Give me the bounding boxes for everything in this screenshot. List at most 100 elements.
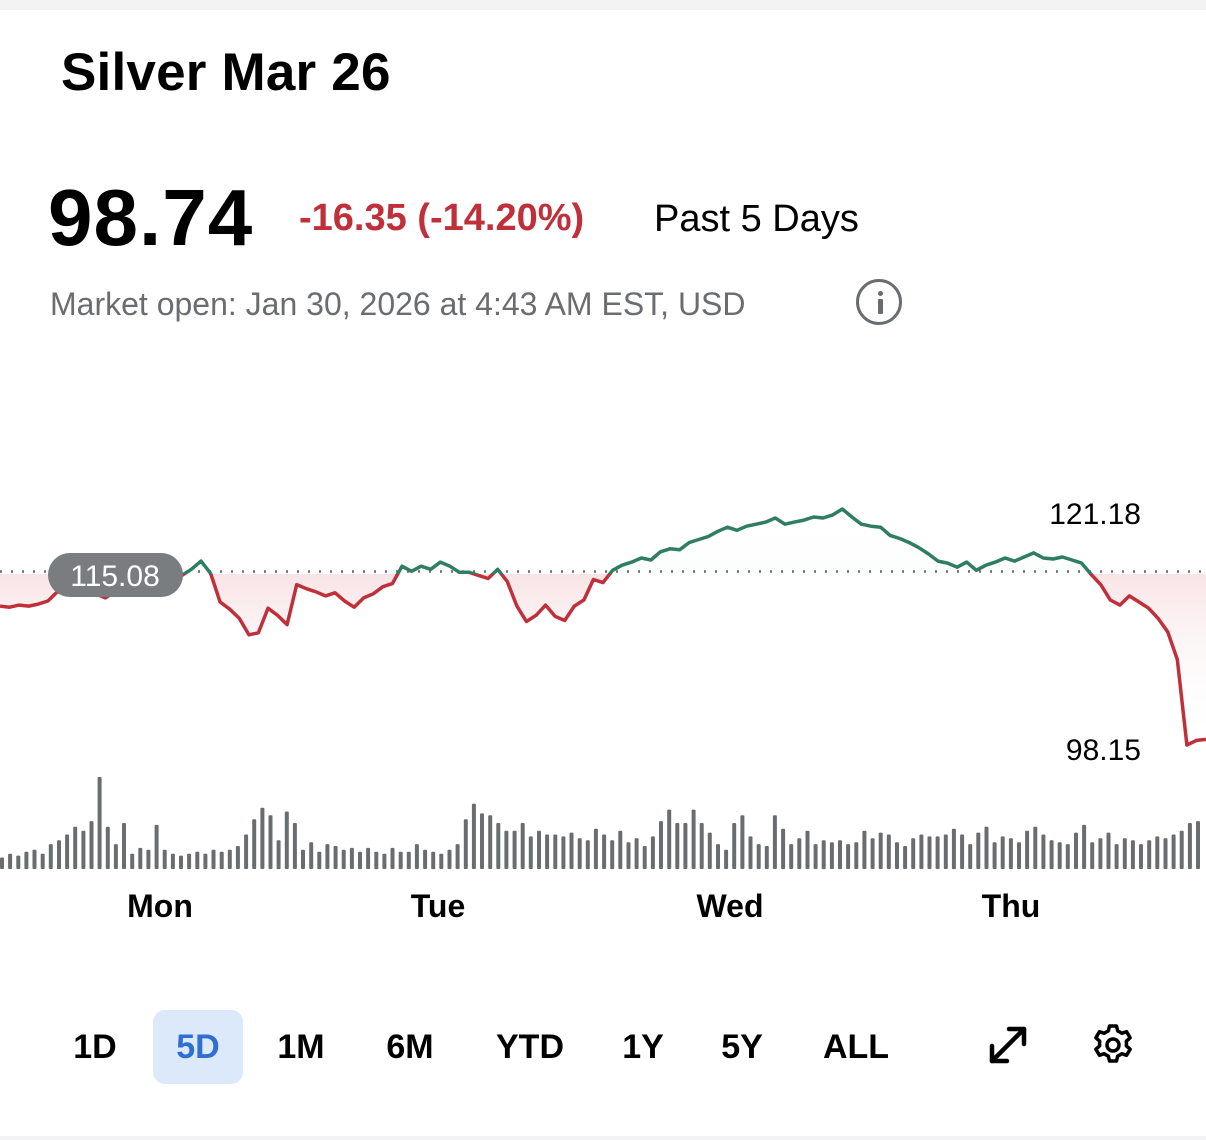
range-1m-button[interactable]: 1M — [277, 1028, 325, 1066]
volume-bar — [48, 844, 53, 869]
volume-bar — [634, 838, 639, 869]
volume-bar — [341, 849, 346, 869]
volume-bar — [358, 851, 362, 870]
volume-bar — [1074, 832, 1078, 869]
volume-bar — [1122, 838, 1127, 869]
volume-bar — [113, 844, 118, 869]
volume-bar — [1147, 840, 1152, 870]
volume-bar — [943, 834, 948, 869]
volume-bar — [349, 847, 354, 869]
volume-bar — [537, 830, 541, 869]
info-icon-bar — [878, 299, 883, 314]
volume-bar — [325, 844, 330, 869]
volume-bar — [561, 836, 566, 869]
volume-bar — [16, 855, 21, 869]
volume-bar — [1155, 836, 1160, 869]
volume-bar — [1114, 844, 1119, 869]
volume-bar — [520, 823, 525, 869]
volume-bar — [642, 846, 647, 869]
volume-bar — [1196, 821, 1200, 869]
volume-bar — [366, 847, 371, 869]
volume-bar — [862, 830, 867, 869]
volume-bar — [89, 821, 94, 869]
volume-bar — [235, 846, 240, 869]
volume-bar — [1090, 842, 1095, 869]
volume-bar — [317, 851, 322, 870]
volume-bar — [1017, 842, 1021, 869]
expand-icon[interactable] — [983, 1020, 1033, 1070]
volume-bar — [1025, 830, 1030, 869]
x-label-thu: Thu — [982, 888, 1041, 924]
volume-bar — [81, 830, 86, 869]
volume-bar — [512, 830, 517, 869]
gear-icon-graphic — [1094, 1024, 1132, 1063]
volume-bar — [1171, 834, 1176, 869]
volume-bar — [740, 815, 745, 869]
volume-bar — [1106, 832, 1111, 869]
price-line-below-baseline — [0, 574, 1206, 747]
volume-bar — [1130, 840, 1135, 870]
volume-bar — [162, 849, 167, 869]
volume-bar — [659, 821, 663, 869]
x-label-wed: Wed — [697, 888, 764, 924]
volume-bar — [805, 830, 810, 869]
range-5d-button[interactable]: 5D — [153, 1010, 243, 1084]
expand-icon-graphic — [989, 1026, 1027, 1064]
volume-bar — [626, 842, 631, 869]
price-line-above-baseline — [180, 507, 1094, 574]
volume-bar — [919, 834, 924, 869]
range-1d-button[interactable]: 1D — [73, 1028, 117, 1066]
volume-bar — [496, 823, 501, 869]
range-6m-button[interactable]: 6M — [386, 1028, 434, 1066]
high-label: 121.18 — [1049, 498, 1141, 531]
volume-bar — [244, 834, 249, 869]
range-1y-button[interactable]: 1Y — [622, 1028, 664, 1066]
volume-bar — [227, 849, 232, 869]
volume-bar — [667, 809, 672, 869]
volume-bar — [821, 840, 826, 870]
range-all-button[interactable]: ALL — [822, 1028, 890, 1066]
price-chart[interactable]: 115.08 121.18 98.15 Mon Tue Wed Thu — [0, 0, 1206, 960]
info-icon-dot — [878, 291, 883, 296]
volume-bar — [1098, 838, 1103, 869]
range-ytd-button[interactable]: YTD — [496, 1028, 564, 1066]
volume-bar — [789, 844, 794, 869]
volume-bar — [528, 836, 533, 869]
volume-bar — [976, 832, 981, 869]
volume-bar — [691, 809, 696, 869]
price-line — [0, 507, 1206, 747]
volume-bar — [878, 832, 883, 869]
volume-bar — [813, 844, 818, 869]
volume-bar — [203, 853, 208, 869]
volume-bar — [764, 846, 769, 869]
volume-bar — [895, 842, 899, 869]
volume-bar — [24, 851, 29, 870]
volume-bar — [488, 815, 493, 869]
volume-bar — [122, 823, 126, 869]
volume-bar — [577, 838, 582, 869]
volume-bar — [284, 811, 289, 869]
volume-bar — [1065, 844, 1070, 869]
volume-bar — [374, 851, 379, 870]
volume-bar — [32, 849, 37, 869]
volume-bar — [504, 830, 509, 869]
volume-bar — [1163, 838, 1168, 869]
volume-bar — [1187, 823, 1192, 869]
volume-bar — [618, 830, 623, 869]
area-fills — [0, 509, 1206, 745]
volume-bar — [838, 840, 842, 870]
volume-bar — [610, 840, 615, 870]
baseline-label: 115.08 — [70, 560, 160, 593]
area-fill-above — [0, 509, 1206, 574]
volume-bar — [57, 840, 61, 870]
volume-bar — [187, 853, 192, 869]
volume-bar — [1049, 840, 1054, 870]
range-5y-button[interactable]: 5Y — [721, 1028, 763, 1066]
volume-bar — [447, 849, 452, 869]
info-icon[interactable] — [856, 279, 902, 325]
volume-bar — [1008, 838, 1013, 869]
volume-bar — [471, 803, 476, 869]
volume-bar — [431, 851, 436, 870]
volume-bar — [1139, 844, 1143, 869]
gear-icon[interactable] — [1088, 1020, 1138, 1070]
